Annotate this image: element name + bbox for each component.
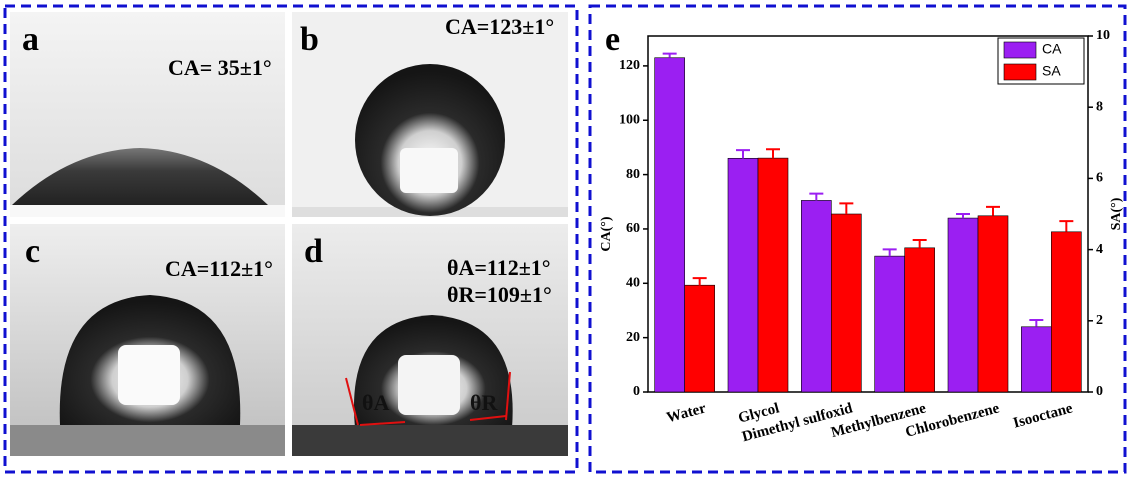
bar [978,216,1008,392]
y-tick-label: 0 [633,384,640,399]
contact-angle: CA= 35±1° [168,55,272,80]
x-tick-label: Isooctane [1011,400,1074,431]
panel-label: e [605,21,620,58]
panel-label: a [22,21,39,58]
error-bar [693,278,707,285]
error-bar [809,194,823,201]
panel-label: b [300,21,319,58]
legend-swatch [1004,64,1036,80]
error-bar [766,149,780,158]
y2-axis-label: SA(°) [1109,197,1124,230]
error-bar [913,240,927,248]
bar [875,256,905,392]
legend-label: SA [1042,63,1061,79]
bar [685,285,715,392]
x-tick-label: Water [665,400,708,426]
error-bar [839,203,853,214]
bar [801,200,831,392]
y-tick-label: 100 [619,112,640,127]
bar [728,158,758,392]
angle-label: θA [362,390,389,415]
y-tick-label: 20 [626,330,640,345]
error-bar [956,214,970,218]
y-axis-label: CA(°) [599,216,614,251]
y2-tick-label: 4 [1096,242,1103,257]
panel-label: c [25,233,40,270]
y2-tick-label: 2 [1096,313,1103,328]
photo-b [292,12,568,217]
y-tick-label: 40 [626,276,640,291]
panel-label: d [304,233,323,270]
bar [1051,232,1081,392]
error-bar [1059,221,1073,232]
error-bar [986,207,1000,216]
bar [758,158,788,392]
error-bar [663,54,677,58]
bar [831,214,861,392]
bar [655,58,685,392]
y2-tick-label: 10 [1096,28,1110,43]
y-tick-label: 60 [626,221,640,236]
y-tick-label: 80 [626,167,640,182]
bar [1021,327,1051,392]
y2-tick-label: 0 [1096,384,1103,399]
error-bar [883,249,897,256]
contact-angle: CA=112±1° [165,256,273,281]
legend-swatch [1004,42,1036,58]
advancing-angle: θA=112±1° [447,255,551,280]
bar [948,218,978,392]
error-bar [1029,320,1043,327]
receding-angle: θR=109±1° [447,282,552,307]
y2-tick-label: 8 [1096,99,1103,114]
legend-label: CA [1042,41,1062,57]
contact-angle: CA=123±1° [445,14,554,39]
bar [905,248,935,392]
error-bar [736,150,750,158]
y-tick-label: 120 [619,58,640,73]
figure: a CA= 35±1° b CA=123±1° c CA=112±1° d θA… [0,0,1129,477]
angle-label: θR [470,390,498,415]
photo-a [10,12,285,217]
y2-tick-label: 6 [1096,171,1103,186]
